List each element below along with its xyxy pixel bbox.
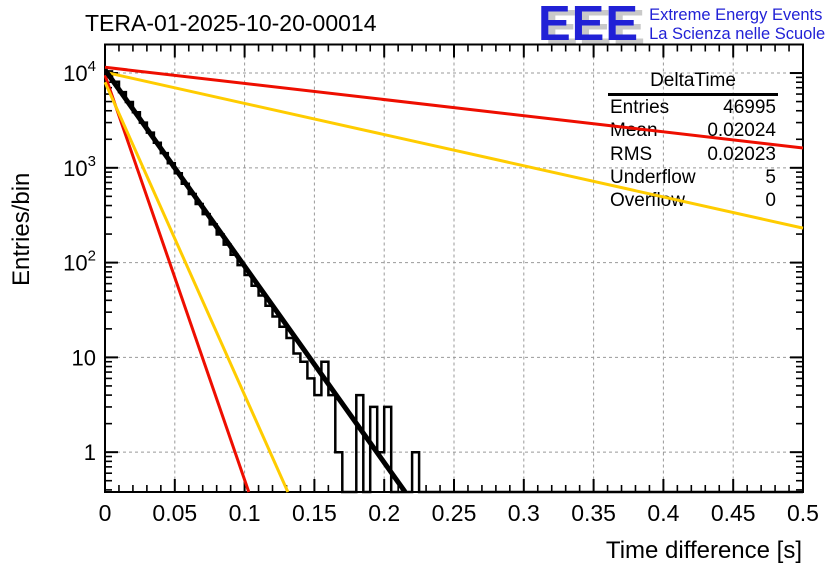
y-tick-label: 102 — [63, 248, 96, 276]
stats-box: DeltaTime Entries 46995 Mean 0.02024 RMS 0.02… — [608, 70, 778, 212]
eee-logo-acronym: EEE — [538, 0, 640, 51]
stat-row: Entries 46995 — [608, 96, 778, 119]
x-tick-label: 0 — [99, 500, 112, 526]
stat-value: 5 — [765, 166, 776, 188]
stats-rows: Entries 46995 Mean 0.02024 RMS 0.02023 Underfl… — [608, 96, 778, 212]
plot-title: TERA-01-2025-10-20-00014 — [85, 10, 377, 36]
stat-value: 46995 — [723, 97, 776, 118]
eee-logo: EEE Extreme Energy Events La Scienza nel… — [538, 0, 825, 51]
stat-row: Overflow 0 — [608, 189, 778, 212]
stat-value: 0.02023 — [707, 143, 776, 165]
eee-logo-subtitle: Extreme Energy Events La Scienza nelle S… — [649, 3, 825, 44]
stat-row: Underflow 5 — [608, 166, 778, 189]
x-tick-label: 0.25 — [432, 500, 477, 526]
x-tick-label: 0.15 — [292, 500, 337, 526]
stat-label: RMS — [610, 143, 653, 165]
stat-label: Overflow — [610, 190, 685, 212]
y-tick-label: 10 — [72, 345, 96, 370]
eee-logo-line1: Extreme Energy Events — [649, 6, 823, 24]
x-axis-title: Time difference [s] — [605, 537, 802, 564]
stat-row: Mean 0.02024 — [608, 119, 778, 142]
stat-value: 0.02024 — [707, 120, 776, 142]
eee-logo-line2: La Scienza nelle Scuole — [649, 25, 826, 43]
stat-label: Entries — [610, 97, 670, 118]
x-tick-label: 0.05 — [152, 500, 197, 526]
x-tick-label: 0.35 — [571, 500, 616, 526]
stat-row: RMS 0.02023 — [608, 143, 778, 166]
y-tick-label: 104 — [63, 58, 96, 86]
stat-value: 0 — [765, 190, 776, 212]
x-tick-label: 0.5 — [787, 500, 819, 526]
stat-label: Underflow — [610, 166, 696, 188]
x-tick-label: 0.4 — [647, 500, 679, 526]
stats-title: DeltaTime — [608, 70, 778, 96]
stat-label: Mean — [610, 120, 658, 142]
x-tick-label: 0.3 — [508, 500, 540, 526]
x-tick-label: 0.1 — [229, 500, 261, 526]
x-tick-label: 0.45 — [711, 500, 756, 526]
y-tick-label: 1 — [84, 440, 96, 465]
x-tick-label: 0.2 — [368, 500, 400, 526]
y-tick-label: 103 — [63, 153, 96, 181]
